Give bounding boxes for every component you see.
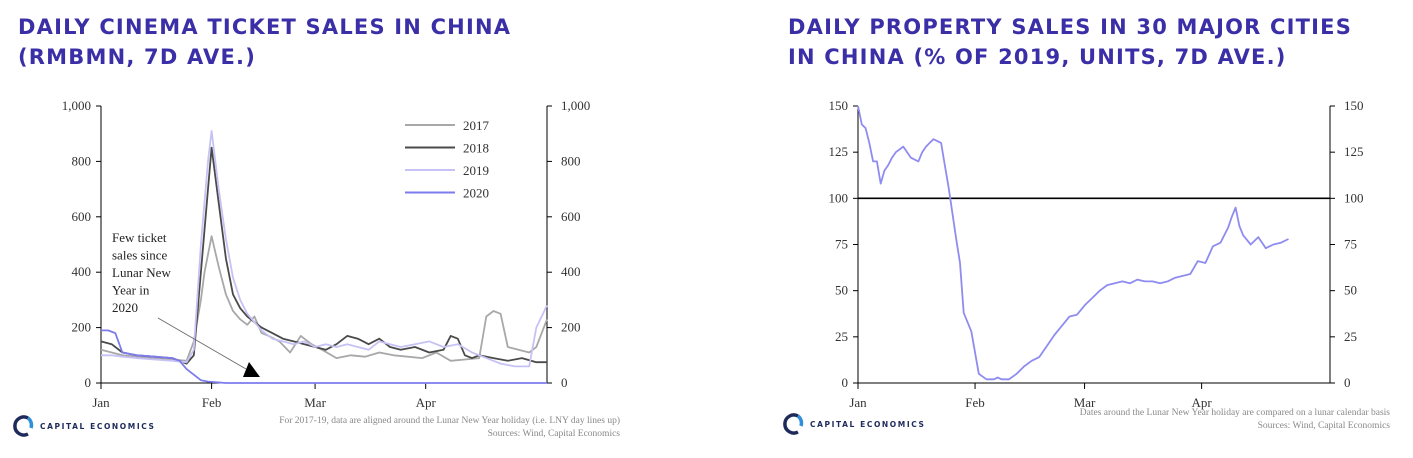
annotation-pointer (157, 317, 247, 370)
cinema-chart: 0 0 200 200 400 400 600 600 800 800 1,000 1,000 Jan F… (13, 98, 621, 439)
cinema-ytick-label-right: 1,000 (561, 98, 590, 113)
property-ytick-label-left: 125 (829, 144, 849, 159)
property-title-line2: IN CHINA (% OF 2019, UNITS, 7D AVE.) (788, 45, 1287, 69)
cinema-xtick-label: Feb (202, 395, 222, 410)
cinema-logo-text: CAPITAL ECONOMICS (40, 422, 155, 431)
property-ytick-label-right: 0 (1344, 375, 1351, 390)
legend-label-2020: 2020 (463, 186, 489, 201)
cinema-xtick-label: Jan (92, 395, 110, 410)
property-ytick-label-left: 50 (835, 283, 848, 298)
cinema-ytick-label-left: 1,000 (62, 98, 91, 113)
legend-label-2018: 2018 (463, 141, 489, 156)
cinema-series-2018 (100, 146, 547, 365)
cinema-source: Sources: Wind, Capital Economics (488, 429, 621, 439)
property-ytick-label-right: 25 (1344, 329, 1357, 344)
cinema-xtick-label: Apr (416, 395, 437, 410)
cinema-ytick-label-left: 800 (72, 153, 92, 168)
annotation-line: Lunar New (112, 265, 171, 280)
cinema-chart-panel: DAILY CINEMA TICKET SALES IN CHINA (RMBM… (0, 0, 700, 458)
property-chart: 0 0 25 25 50 50 75 75 100 100 125 125 150 150 Jan Feb Ma… (783, 98, 1391, 435)
annotation-line: sales since (112, 248, 167, 263)
property-ytick-label-right: 50 (1344, 283, 1357, 298)
cinema-ytick-label-left: 600 (72, 209, 92, 224)
property-series-property-sales (857, 105, 1289, 381)
property-source: Sources: Wind, Capital Economics (1258, 421, 1391, 431)
property-title-line1: DAILY PROPERTY SALES IN 30 MAJOR CITIES (788, 15, 1353, 39)
cinema-series-2019 (101, 129, 548, 368)
legend-label-2019: 2019 (463, 163, 489, 178)
cinema-chart-title: DAILY CINEMA TICKET SALES IN CHINA (RMBM… (18, 12, 511, 72)
property-ytick-label-right: 100 (1344, 190, 1364, 205)
cinema-xtick-label: Mar (304, 395, 326, 410)
legend-label-2017: 2017 (463, 118, 490, 133)
property-ytick-label-right: 75 (1344, 237, 1357, 252)
property-ytick-label-left: 100 (829, 190, 849, 205)
property-footnote: Dates around the Lunar New Year holiday … (1080, 408, 1391, 418)
cinema-title-line2: (RMBMN, 7D AVE.) (18, 45, 256, 69)
cinema-ytick-label-right: 800 (561, 153, 581, 168)
cinema-ytick-label-left: 0 (85, 375, 92, 390)
cinema-logo-accent-icon (26, 416, 34, 429)
property-ytick-label-right: 125 (1344, 144, 1364, 159)
annotation-line: Year in (112, 283, 150, 298)
property-logo-icon (783, 413, 799, 435)
cinema-ytick-label-right: 0 (561, 375, 568, 390)
property-logo-accent-icon (796, 414, 804, 427)
cinema-series-2020 (101, 329, 547, 384)
property-xtick-label: Mar (1074, 395, 1096, 410)
property-xtick-label: Feb (965, 395, 985, 410)
property-ytick-label-left: 75 (835, 237, 848, 252)
property-chart-title: DAILY PROPERTY SALES IN 30 MAJOR CITIES … (788, 12, 1352, 72)
cinema-title-line1: DAILY CINEMA TICKET SALES IN CHINA (18, 15, 512, 39)
cinema-footnote: For 2017-19, data are aligned around the… (279, 415, 620, 426)
cinema-ytick-label-left: 200 (72, 320, 92, 335)
cinema-ytick-label-right: 200 (561, 320, 581, 335)
cinema-logo-icon (13, 415, 29, 437)
property-xtick-label: Apr (1192, 395, 1213, 410)
cinema-series-2017 (100, 235, 548, 362)
cinema-ytick-label-right: 400 (561, 264, 581, 279)
property-ytick-label-left: 150 (829, 98, 849, 113)
annotation-arrow-icon (243, 362, 260, 377)
cinema-ytick-label-right: 600 (561, 209, 581, 224)
property-xtick-label: Jan (849, 395, 867, 410)
property-ytick-label-left: 25 (835, 329, 848, 344)
annotation-line: 2020 (112, 300, 138, 315)
property-logo-text: CAPITAL ECONOMICS (810, 420, 925, 429)
property-chart-panel: DAILY PROPERTY SALES IN 30 MAJOR CITIES … (770, 0, 1413, 458)
cinema-ytick-label-left: 400 (72, 264, 92, 279)
property-ytick-label-left: 0 (842, 375, 849, 390)
property-ytick-label-right: 150 (1344, 98, 1364, 113)
annotation-line: Few ticket (112, 230, 167, 245)
